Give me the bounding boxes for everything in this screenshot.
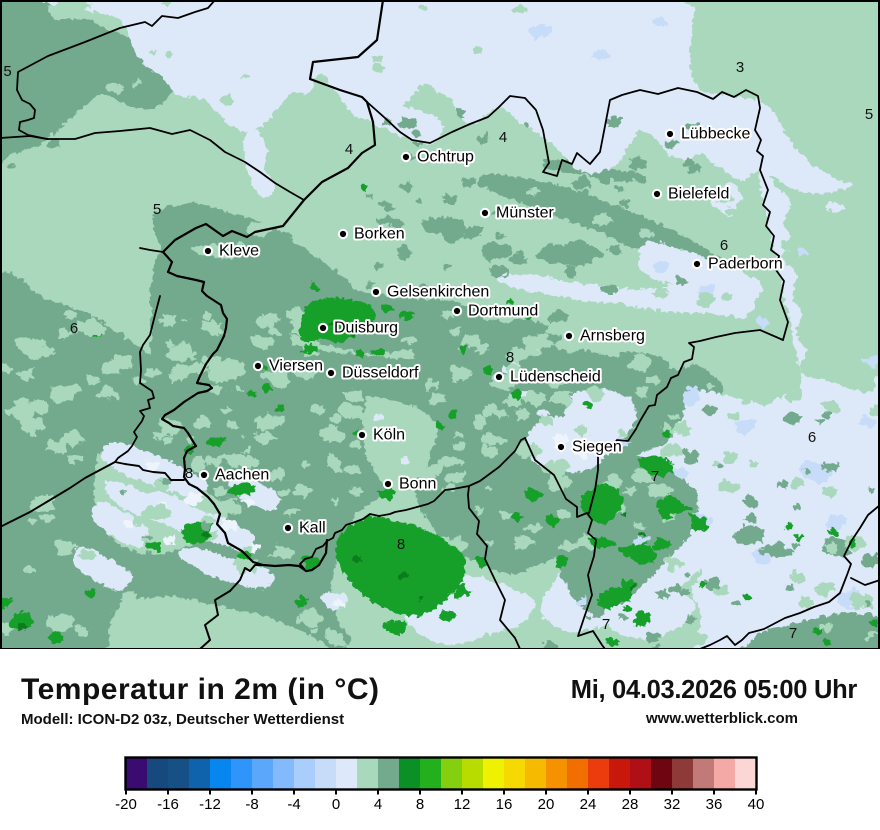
svg-text:Lüdenscheid: Lüdenscheid — [510, 369, 601, 386]
svg-text:-4: -4 — [287, 796, 300, 813]
svg-text:6: 6 — [808, 429, 816, 446]
svg-text:Lübbecke: Lübbecke — [681, 126, 750, 143]
svg-text:Kall: Kall — [299, 520, 326, 537]
svg-text:32: 32 — [664, 796, 681, 813]
svg-text:Bonn: Bonn — [399, 476, 436, 493]
svg-text:Ochtrup: Ochtrup — [417, 149, 474, 166]
svg-text:Paderborn: Paderborn — [708, 256, 783, 273]
svg-text:20: 20 — [538, 796, 555, 813]
svg-text:Mi, 04.03.2026 05:00 Uhr: Mi, 04.03.2026 05:00 Uhr — [571, 676, 858, 704]
svg-text:Kleve: Kleve — [219, 243, 259, 260]
svg-text:24: 24 — [580, 796, 597, 813]
svg-text:3: 3 — [736, 59, 744, 76]
svg-text:7: 7 — [789, 625, 797, 642]
svg-text:Temperatur in 2m (in °C): Temperatur in 2m (in °C) — [21, 673, 379, 706]
svg-text:16: 16 — [496, 796, 513, 813]
svg-text:8: 8 — [397, 536, 405, 553]
svg-text:7: 7 — [602, 616, 610, 633]
svg-text:Gelsenkirchen: Gelsenkirchen — [387, 284, 489, 301]
svg-text:7: 7 — [651, 468, 659, 485]
svg-text:4: 4 — [345, 141, 353, 158]
svg-text:-20: -20 — [115, 796, 137, 813]
svg-text:8: 8 — [416, 796, 424, 813]
svg-text:8: 8 — [185, 465, 193, 482]
svg-text:Düsseldorf: Düsseldorf — [342, 365, 419, 382]
svg-text:Siegen: Siegen — [572, 439, 622, 456]
svg-text:Duisburg: Duisburg — [334, 320, 398, 337]
svg-text:0: 0 — [332, 796, 340, 813]
svg-text:5: 5 — [153, 201, 161, 218]
svg-text:4: 4 — [374, 796, 382, 813]
svg-text:12: 12 — [454, 796, 471, 813]
svg-text:www.wetterblick.com: www.wetterblick.com — [645, 710, 798, 727]
svg-text:Borken: Borken — [354, 226, 405, 243]
svg-text:Viersen: Viersen — [269, 358, 323, 375]
svg-text:40: 40 — [748, 796, 765, 813]
svg-text:5: 5 — [3, 63, 11, 80]
svg-text:4: 4 — [499, 129, 507, 146]
svg-text:-8: -8 — [245, 796, 258, 813]
svg-text:8: 8 — [506, 349, 514, 366]
svg-text:Aachen: Aachen — [215, 467, 269, 484]
svg-text:Köln: Köln — [373, 427, 405, 444]
svg-text:Münster: Münster — [496, 205, 554, 222]
svg-text:-16: -16 — [157, 796, 179, 813]
svg-text:6: 6 — [720, 237, 728, 254]
svg-text:-12: -12 — [199, 796, 221, 813]
svg-text:Arnsberg: Arnsberg — [580, 328, 645, 345]
svg-text:Bielefeld: Bielefeld — [668, 186, 729, 203]
svg-text:28: 28 — [622, 796, 639, 813]
svg-text:5: 5 — [865, 106, 873, 123]
svg-text:36: 36 — [706, 796, 723, 813]
svg-text:6: 6 — [70, 320, 78, 337]
svg-text:Modell: ICON-D2 03z, Deutscher: Modell: ICON-D2 03z, Deutscher Wetterdie… — [21, 711, 344, 728]
svg-text:Dortmund: Dortmund — [468, 303, 538, 320]
